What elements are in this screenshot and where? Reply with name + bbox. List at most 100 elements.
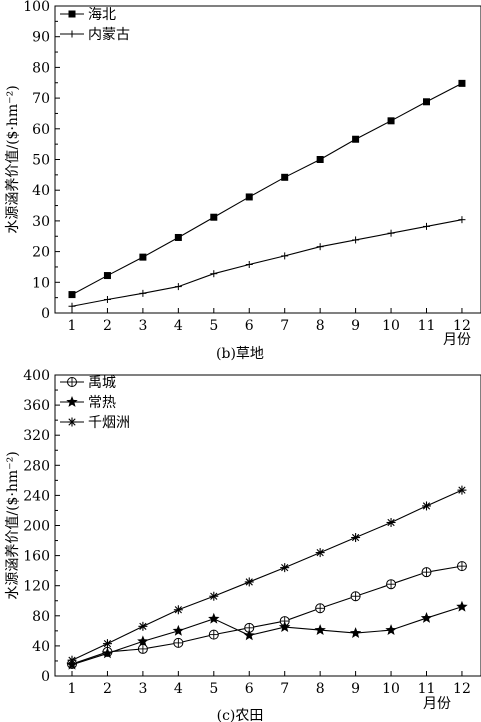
series-0 [67, 561, 467, 669]
x-tick-label: 6 [245, 318, 254, 334]
data-point [315, 548, 325, 558]
data-point [208, 629, 219, 640]
y-tick-label: 10 [32, 275, 50, 291]
data-point [314, 624, 326, 635]
asterisk-stroke-3 [210, 592, 218, 600]
data-point [138, 621, 148, 631]
asterisk-stroke-3 [422, 502, 431, 510]
y-tick-label: 30 [32, 214, 50, 230]
legend-label: 海北 [88, 7, 116, 23]
legend-entry: 海北 [60, 7, 116, 23]
data-point [68, 291, 76, 299]
y-tick-label: 280 [23, 458, 50, 474]
series-0 [68, 79, 466, 299]
x-tick-label: 9 [351, 318, 360, 334]
asterisk-stroke-3 [174, 606, 182, 614]
data-point [387, 229, 395, 237]
data-point [458, 79, 466, 87]
asterisk-stroke-3 [68, 418, 76, 426]
x-tick-label: 4 [174, 318, 183, 334]
x-tick-label: 1 [68, 318, 77, 334]
legend-label: 内蒙古 [88, 27, 130, 43]
data-point [103, 295, 111, 303]
x-tick-label: 12 [453, 318, 471, 334]
data-point [316, 243, 324, 251]
data-point [278, 621, 291, 632]
data-point [244, 577, 254, 587]
data-point [352, 135, 360, 143]
x-tick-label: 11 [418, 681, 436, 697]
legend-entry: 内蒙古 [60, 27, 130, 43]
y-tick-label: 70 [32, 91, 50, 107]
x-tick-label: 3 [138, 681, 147, 697]
asterisk-stroke-3 [103, 640, 112, 648]
series-1 [66, 600, 468, 670]
chart-caption: (b)草地 [216, 346, 264, 362]
data-point [281, 173, 289, 181]
x-tick-label: 10 [382, 318, 400, 334]
data-point [423, 222, 430, 230]
legend-label: 禹城 [88, 375, 116, 391]
series-line [71, 82, 463, 296]
data-point [422, 501, 431, 511]
y-tick-label: 50 [32, 153, 50, 169]
data-point [210, 213, 218, 221]
data-point [139, 289, 147, 297]
data-point [210, 270, 218, 278]
plot-frame [54, 5, 481, 314]
asterisk-stroke-3 [245, 578, 253, 586]
data-point [243, 629, 255, 641]
x-tick-label: 11 [418, 318, 436, 334]
asterisk-stroke-3 [68, 656, 76, 664]
data-point [316, 156, 324, 163]
x-tick-label: 10 [382, 681, 400, 697]
legend-entry: 常热 [60, 395, 116, 411]
data-point [174, 283, 182, 291]
data-point [456, 561, 467, 572]
data-point [172, 624, 185, 636]
data-point [68, 302, 76, 310]
series-2 [67, 485, 467, 665]
asterisk-stroke-3 [351, 533, 360, 542]
series-1 [68, 216, 466, 310]
y-tick-label: 80 [32, 60, 50, 76]
legend-entry: 禹城 [60, 375, 116, 391]
data-point [173, 637, 184, 648]
x-tick-label: 5 [209, 681, 218, 697]
x-axis-label: 月份 [423, 696, 451, 712]
asterisk-stroke-3 [387, 518, 395, 527]
data-point [245, 260, 253, 268]
data-point [174, 233, 182, 241]
x-tick-label: 12 [453, 681, 471, 697]
series-line [71, 219, 463, 307]
legend-marker [68, 10, 76, 18]
legend-marker [67, 377, 77, 387]
data-point [386, 579, 397, 590]
y-tick-label: 200 [23, 519, 50, 535]
y-tick-label: 0 [41, 669, 50, 685]
y-tick-label: 240 [23, 488, 50, 504]
asterisk-stroke-3 [139, 622, 147, 630]
asterisk-stroke-3 [458, 486, 466, 494]
data-point [102, 639, 112, 649]
y-tick-label: 120 [23, 579, 50, 595]
x-tick-label: 7 [280, 681, 289, 697]
y-tick-label: 40 [32, 639, 50, 655]
x-axis-label: 月份 [443, 332, 471, 348]
data-point [421, 567, 432, 578]
data-point [173, 605, 183, 615]
legend-label: 千烟洲 [88, 415, 130, 431]
chart-farmland: 1 2 3 4 5 6 7 8 9 10 11 120408012016020024028032036… [5, 368, 481, 722]
data-point [208, 612, 220, 624]
data-point [352, 236, 360, 244]
legend-entry: 千烟洲 [60, 415, 130, 431]
series-line [71, 565, 463, 665]
x-tick-label: 2 [103, 318, 112, 334]
y-tick-label: 40 [32, 183, 50, 199]
chart-grassland: 1 2 3 4 5 6 7 8 9 10 11 120102030405060708090100水源涵… [5, 0, 481, 362]
data-point [245, 193, 253, 201]
x-tick-label: 4 [174, 681, 183, 697]
legend-marker [67, 417, 77, 427]
x-tick-label: 8 [316, 681, 325, 697]
y-axis-label: 水源涵养价值/($·hm⁻²) [5, 85, 21, 233]
